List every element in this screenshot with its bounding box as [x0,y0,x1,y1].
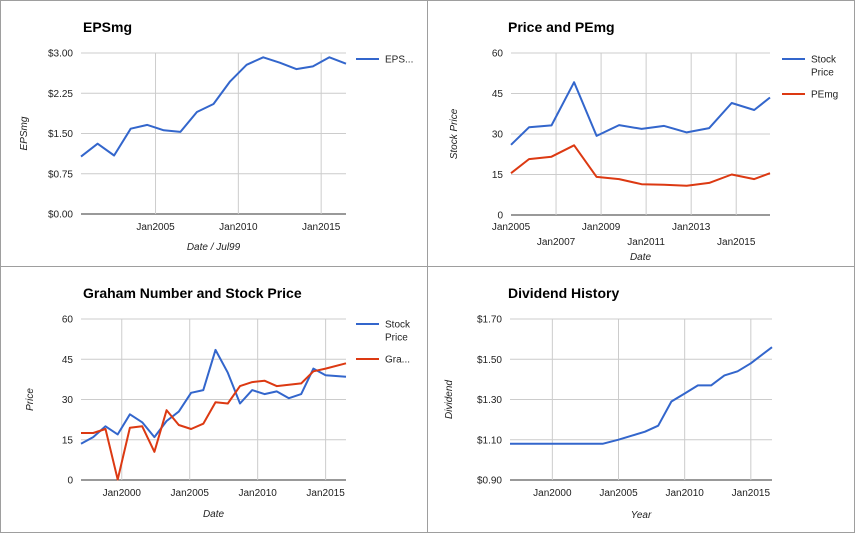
y-tick-label: 60 [62,315,74,326]
series-line-0 [510,81,771,146]
series-line-1 [81,362,347,481]
y-tick-label: $0.90 [477,476,502,487]
price-pe-chart-panel: Price and PEmg 0 15 30 45 60 Jan2005 Jan2007 Jan… [427,0,855,267]
x-tick-label: Jan2015 [302,222,341,233]
price-pe-chart: Price and PEmg 0 15 30 45 60 Jan2005 Jan2007 Jan… [449,19,838,263]
x-axis-label: Date [630,252,652,263]
x-axis-label: Year [631,510,652,521]
series-line-1 [510,144,771,187]
x-tick-label: Jan2015 [732,488,771,499]
y-tick-label: 30 [492,130,504,141]
x-tick-label: Jan2005 [599,488,638,499]
dividend-chart: Dividend History $0.90 $1.10 $1.30 $1.50 $1.7… [444,285,773,521]
legend-entry: Stock Price [811,55,837,79]
eps-chart-panel: EPSmg $0.00 $0.75 $1.50 $2.25 $3.00 Jan2005 Jan… [0,0,428,267]
y-tick-label: 0 [67,476,73,487]
y-tick-label: $1.30 [477,395,502,406]
y-tick-label: $1.50 [477,355,502,366]
legend-entry: Stock Price [385,320,411,344]
y-axis-label: Price [25,388,36,411]
y-tick-label: 45 [492,89,504,100]
x-axis-label: Date / Jul99 [187,242,241,253]
x-tick-label: Jan2000 [533,488,572,499]
chart-title: Graham Number and Stock Price [83,285,302,301]
x-axis-label: Date [203,509,225,520]
y-tick-label: 60 [492,49,504,60]
x-tick-label: Jan2009 [582,222,621,233]
y-tick-label: $0.00 [48,210,73,221]
legend-entry: Gra... [385,355,410,366]
x-tick-label: Jan2000 [103,488,142,499]
y-axis-label: EPSmg [19,116,30,150]
x-tick-label: Jan2015 [717,237,756,248]
x-tick-label: Jan2011 [627,237,665,248]
x-tick-label: Jan2010 [238,488,277,499]
x-tick-label: Jan2007 [537,237,576,248]
x-tick-label: Jan2013 [672,222,711,233]
y-tick-label: 0 [497,211,503,222]
y-axis-label: Dividend [444,380,455,419]
dividend-chart-panel: Dividend History $0.90 $1.10 $1.30 $1.50 $1.7… [427,266,855,533]
y-tick-label: $1.10 [477,435,502,446]
x-tick-label: Jan2010 [219,222,258,233]
graham-chart-panel: Graham Number and Stock Price 0 15 30 45 60 Ja… [0,266,428,533]
y-tick-label: $2.25 [48,89,73,100]
eps-chart: EPSmg $0.00 $0.75 $1.50 $2.25 $3.00 Jan2005 Jan… [19,19,413,253]
series-line-0 [80,348,347,445]
chart-title: Dividend History [508,285,619,301]
y-tick-label: $1.50 [48,129,73,140]
x-tick-label: Jan2005 [171,488,210,499]
legend-entry: EPS... [385,55,413,66]
chart-title: Price and PEmg [508,19,615,35]
x-tick-label: Jan2005 [136,222,175,233]
chart-title: EPSmg [83,19,132,35]
x-tick-label: Jan2005 [492,222,531,233]
series-line-0 [80,56,347,158]
x-tick-label: Jan2010 [665,488,704,499]
y-axis-label: Stock Price [449,108,460,159]
y-tick-label: $3.00 [48,49,73,60]
graham-chart: Graham Number and Stock Price 0 15 30 45 60 Ja… [25,285,411,520]
y-tick-label: $0.75 [48,169,73,180]
x-tick-label: Jan2015 [306,488,345,499]
series-line-0 [510,346,773,445]
y-tick-label: 15 [62,435,74,446]
y-tick-label: 15 [492,170,504,181]
y-tick-label: 45 [62,355,74,366]
y-tick-label: 30 [62,395,74,406]
y-tick-label: $1.70 [477,315,502,326]
legend-entry: PEmg [811,90,838,101]
